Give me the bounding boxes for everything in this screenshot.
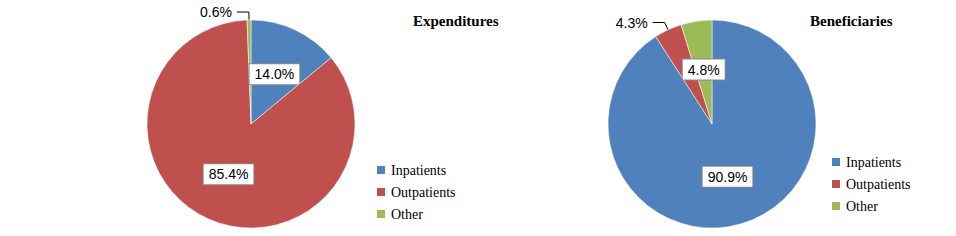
svg-text:Inpatients: Inpatients	[846, 155, 901, 170]
svg-text:Other: Other	[846, 199, 878, 214]
svg-text:14.0%: 14.0%	[255, 66, 295, 82]
svg-text:Expenditures: Expenditures	[413, 13, 499, 29]
svg-text:Other: Other	[391, 207, 423, 222]
svg-text:4.8%: 4.8%	[688, 62, 720, 78]
svg-text:Inpatients: Inpatients	[391, 163, 446, 178]
svg-text:Beneficiaries: Beneficiaries	[810, 13, 893, 29]
svg-text:Outpatients: Outpatients	[391, 185, 456, 200]
svg-text:4.3%: 4.3%	[616, 15, 648, 31]
svg-text:90.9%: 90.9%	[708, 169, 748, 185]
svg-text:Outpatients: Outpatients	[846, 177, 911, 192]
svg-text:85.4%: 85.4%	[209, 166, 249, 182]
svg-text:0.6%: 0.6%	[200, 4, 232, 20]
